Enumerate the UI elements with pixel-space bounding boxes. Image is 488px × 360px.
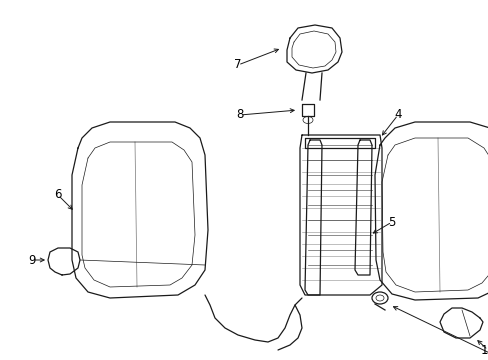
Text: 5: 5: [387, 216, 395, 229]
Text: 12: 12: [480, 343, 488, 356]
Text: 4: 4: [393, 108, 401, 122]
Text: 7: 7: [234, 58, 241, 72]
Text: 9: 9: [28, 253, 36, 266]
Text: 6: 6: [54, 189, 61, 202]
Text: 8: 8: [236, 108, 243, 122]
